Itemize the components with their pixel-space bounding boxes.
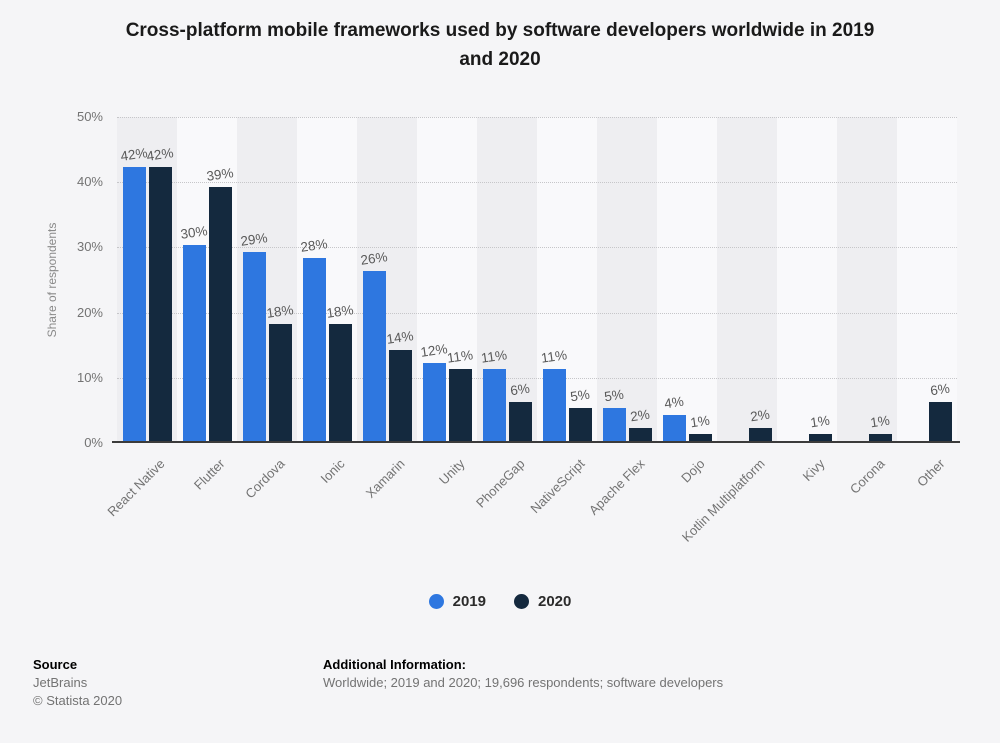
y-tick-0pct: 0% <box>84 435 103 450</box>
legend-dot-2019-icon <box>428 594 444 609</box>
legend-dot-2020-icon <box>514 594 529 609</box>
bar-2020-ionic[interactable] <box>328 323 352 441</box>
x-axis-label-unity: Unity <box>436 456 468 488</box>
column-band-other <box>897 117 957 443</box>
bar-2019-xamarin[interactable] <box>362 271 386 441</box>
x-axis-label-phonegap: PhoneGap <box>473 456 528 511</box>
legend-item-2020[interactable]: 2020 <box>514 593 571 610</box>
bar-2020-phonegap[interactable] <box>508 401 532 441</box>
gridline-40pct <box>117 182 957 184</box>
y-tick-20pct: 20% <box>76 304 103 320</box>
bar-2020-unity[interactable] <box>448 369 472 441</box>
x-axis-label-corona: Corona <box>846 456 888 497</box>
x-axis-line <box>112 441 960 443</box>
bar-2019-apache-flex[interactable] <box>602 408 626 441</box>
bar-2020-apache-flex[interactable] <box>628 427 652 441</box>
x-axis-label-kotlin-multiplatform: Kotlin Multiplatform <box>678 456 768 545</box>
legend-label-2019: 2019 <box>452 593 486 610</box>
x-axis-label-react-native: React Native <box>104 456 168 520</box>
bar-2020-flutter[interactable] <box>208 186 232 441</box>
x-axis-label-flutter: Flutter <box>190 456 228 493</box>
bar-2020-xamarin[interactable] <box>388 349 412 441</box>
bar-2020-react-native[interactable] <box>148 167 172 441</box>
gridline-30pct <box>117 247 957 249</box>
column-band-apache-flex <box>597 117 657 443</box>
y-tick-30pct: 30% <box>76 239 103 255</box>
x-axis-label-kivy: Kivy <box>799 456 828 484</box>
footer-source-block: Source JetBrains © Statista 2020 <box>33 656 122 710</box>
copyright-notice: © Statista 2020 <box>33 693 123 708</box>
bar-2019-ionic[interactable] <box>302 258 326 441</box>
bar-2019-dojo[interactable] <box>662 414 686 441</box>
chart-title: Cross-platform mobile frameworks used by… <box>50 16 950 74</box>
source-label: Source <box>33 657 78 672</box>
bar-2020-other[interactable] <box>928 401 952 441</box>
bar-2019-cordova[interactable] <box>242 251 266 441</box>
chart-legend: 2019 2020 <box>0 593 1000 610</box>
plot-area: 0% 10% 20% 30% 40% 50% 42% 42% React Native 30% 39… <box>77 109 960 545</box>
bar-2020-dojo[interactable] <box>688 434 712 441</box>
bar-2020-nativescript[interactable] <box>568 408 592 441</box>
y-tick-10pct: 10% <box>76 369 103 385</box>
x-axis-label-dojo: Dojo <box>678 456 708 486</box>
column-band-corona <box>837 117 897 443</box>
x-axis-label-ionic: Ionic <box>317 456 348 487</box>
column-band-kivy <box>777 117 837 443</box>
column-band-kotlin-multiplatform <box>717 117 777 443</box>
bar-2020-corona[interactable] <box>868 434 892 441</box>
x-axis-label-nativescript: NativeScript <box>527 456 588 517</box>
chart-title-line-1: Cross-platform mobile frameworks used by… <box>125 20 875 41</box>
bar-2020-kotlin-multiplatform[interactable] <box>748 427 772 441</box>
bar-2019-flutter[interactable] <box>182 245 206 441</box>
additional-info-label: Additional Information: <box>323 657 466 672</box>
chart-title-line-2: and 2020 <box>459 49 541 70</box>
legend-label-2020: 2020 <box>538 593 572 610</box>
source-value[interactable]: JetBrains <box>33 675 88 690</box>
bar-2019-phonegap[interactable] <box>482 369 506 441</box>
column-band-dojo <box>657 117 717 443</box>
legend-item-2019[interactable]: 2019 <box>428 593 486 610</box>
additional-info-value: Worldwide; 2019 and 2020; 19,696 respond… <box>323 675 724 690</box>
y-tick-40pct: 40% <box>76 174 103 190</box>
x-axis-label-other: Other <box>914 456 948 490</box>
bar-2019-unity[interactable] <box>422 362 446 441</box>
bar-2020-cordova[interactable] <box>268 323 292 441</box>
bar-2019-react-native[interactable] <box>122 167 146 441</box>
bar-2019-nativescript[interactable] <box>542 369 566 441</box>
gridline-50pct <box>117 117 957 118</box>
gridline-20pct <box>117 312 957 314</box>
y-tick-50pct: 50% <box>76 109 103 124</box>
x-axis-label-cordova: Cordova <box>242 456 288 502</box>
x-axis-label-apache-flex: Apache Flex <box>585 456 648 518</box>
bar-2020-kivy[interactable] <box>808 434 832 441</box>
x-axis-label-xamarin: Xamarin <box>362 456 408 501</box>
footer-additional-block: Additional Information: Worldwide; 2019 … <box>323 656 723 692</box>
gridline-10pct <box>117 377 957 379</box>
